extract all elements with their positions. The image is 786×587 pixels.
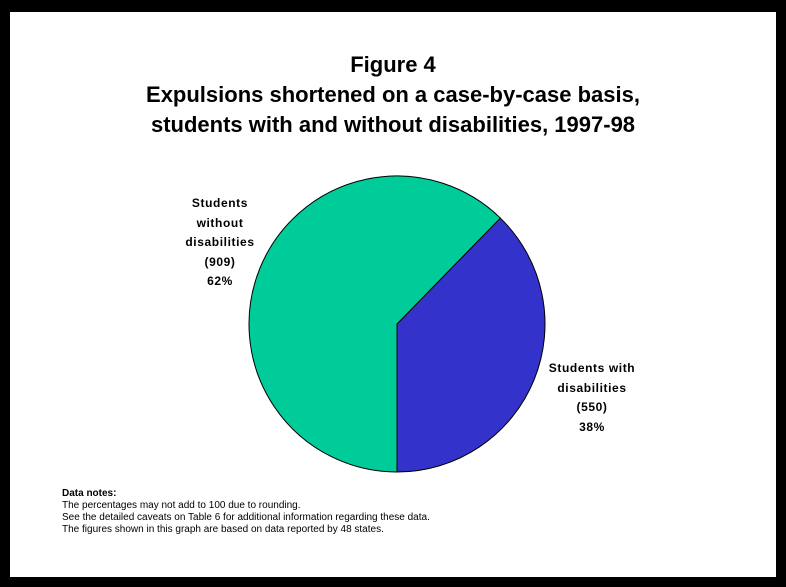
slice-count: (550) (576, 400, 608, 414)
chart-title-line-3: students with and without disabilities, … (150, 112, 636, 137)
slice-label-students-without-disabilities: Students without disabilities (909) 62% (160, 194, 280, 292)
pie-slice-students-without-disabilities (248, 175, 502, 473)
slice-percent: 38% (579, 419, 605, 434)
slice-label-line: without (196, 215, 244, 230)
data-notes-heading: Data notes: (62, 488, 117, 499)
chart-title-line-1: Figure 4 (350, 52, 436, 77)
slice-label-line: Students with (548, 361, 636, 375)
pie-chart (248, 175, 546, 473)
slice-percent: 62% (207, 274, 233, 288)
data-notes: Data notes: The percentages may not add … (62, 488, 762, 536)
data-note-line: The figures shown in this graph are base… (62, 524, 384, 535)
slice-label-line: disabilities (557, 380, 627, 395)
slice-label-students-with-disabilities: Students with disabilities (550) 38% (534, 359, 650, 437)
slice-label-line: Students (191, 196, 249, 210)
slice-label-line: disabilities (185, 235, 255, 249)
chart-frame: Figure 4 Expulsions shortened on a case-… (10, 12, 776, 577)
chart-title-line-2: Expulsions shortened on a case-by-case b… (146, 82, 640, 107)
data-note-line: The percentages may not add to 100 due t… (62, 500, 301, 511)
slice-count: (909) (204, 254, 236, 269)
data-note-line: See the detailed caveats on Table 6 for … (62, 512, 430, 523)
pie-slice-students-with-disabilities (396, 217, 546, 473)
